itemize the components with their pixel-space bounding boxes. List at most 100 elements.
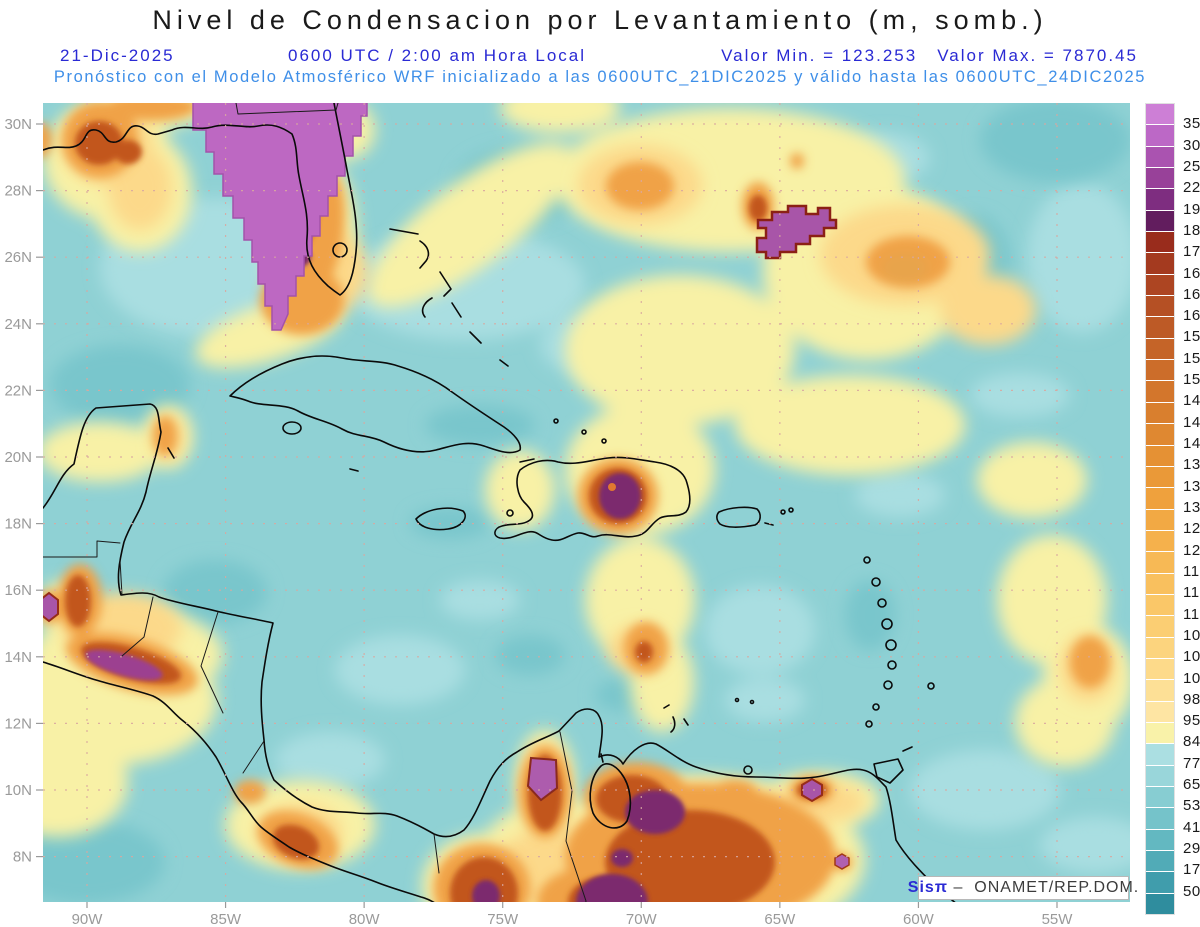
- tortuga: [519, 458, 535, 463]
- colorbar-level: 1125: [1183, 605, 1200, 623]
- lat-label: 24N: [4, 316, 32, 333]
- colorbar-level: 3000: [1183, 136, 1200, 154]
- colorbar-level: 170: [1183, 861, 1200, 879]
- lake-maracaibo: [589, 753, 632, 829]
- purple-hex-paria: [801, 777, 823, 803]
- coastlines: [43, 103, 956, 902]
- cayman: [349, 468, 359, 472]
- lon-label: 90W: [72, 911, 104, 927]
- model-info-line: Pronóstico con el Modelo Atmosférico WRF…: [53, 68, 1147, 86]
- colorbar-segment: [1146, 145, 1174, 168]
- colorbar-level: 1230: [1183, 541, 1200, 559]
- axis-labels: 90W 85W 80W 75W 70W 65W 60W 55W 30N 28N 26N 24N 22N 2…: [4, 116, 1073, 927]
- lesser-antilles: [863, 556, 935, 728]
- hispaniola: [494, 456, 691, 542]
- colorbar-segment: [1146, 209, 1174, 232]
- puerto-rico: [716, 506, 761, 528]
- watermark-text: – ONAMET/REP.DOM.: [948, 879, 1140, 896]
- lon-label: 75W: [487, 911, 519, 927]
- isle-of-youth: [282, 421, 302, 435]
- value-range: Valor Min. = 123.253 Valor Max. = 7870.4…: [721, 46, 1138, 66]
- hispaniola-inner-dot: [608, 483, 616, 491]
- colorbar-level: 950: [1183, 712, 1200, 730]
- lon-label: 55W: [1042, 911, 1074, 927]
- colorbar-level: 290: [1183, 840, 1200, 858]
- colorbar-level: 1055: [1183, 648, 1200, 666]
- colorbar-segment: [1146, 231, 1174, 253]
- cozumel: [167, 447, 175, 459]
- colorbar-segment: [1146, 551, 1174, 573]
- colorbar-segment: [1146, 764, 1174, 786]
- lon-label: 70W: [626, 911, 658, 927]
- colorbar-segment: [1146, 636, 1174, 658]
- colorbar-level: 530: [1183, 797, 1200, 815]
- page-title: Nivel de Condensacion por Levantamiento …: [152, 5, 1048, 35]
- colorbar-segment: [1146, 444, 1174, 466]
- country-borders: [43, 540, 587, 902]
- colorbar-level: 770: [1183, 754, 1200, 772]
- colorbar-segment: [1146, 167, 1174, 189]
- coast-pacific-central-america: [43, 661, 435, 902]
- colorbar-level: 1545: [1183, 349, 1200, 367]
- colorbar-segment: [1146, 337, 1174, 360]
- colorbar-level: 1580: [1183, 328, 1200, 346]
- cuba: [229, 355, 522, 454]
- lat-label: 30N: [4, 116, 32, 133]
- colorbar-level: 1195: [1183, 562, 1200, 580]
- colorbar-level: 1475: [1183, 392, 1200, 410]
- colorbar-level: 2200: [1183, 179, 1200, 197]
- colorbar-segment: [1146, 700, 1174, 722]
- lat-label: 22N: [4, 382, 32, 399]
- colorbar-level: 1650: [1183, 285, 1200, 303]
- colorbar: [1145, 103, 1175, 915]
- colorbar-level: 1800: [1183, 221, 1200, 239]
- colorbar-segment: [1146, 295, 1174, 317]
- colorbar-segment: [1146, 721, 1174, 744]
- colorbar-level: 50: [1183, 882, 1200, 900]
- watermark-brand: Sisπ: [907, 879, 949, 896]
- colorbar-segment: [1146, 104, 1174, 125]
- colorbar-level: 650: [1183, 776, 1200, 794]
- colorbar-segment: [1146, 657, 1174, 680]
- jamaica: [415, 507, 466, 531]
- lat-label: 18N: [4, 516, 32, 533]
- colorbar-segment: [1146, 508, 1174, 530]
- lat-label: 28N: [4, 183, 32, 200]
- colorbar-level: 410: [1183, 818, 1200, 836]
- abc-islands: [663, 704, 689, 733]
- colorbar-level: 1685: [1183, 264, 1200, 282]
- colorbar-segment: [1146, 892, 1174, 915]
- colorbar-segment: [1146, 529, 1174, 552]
- lat-label: 16N: [4, 582, 32, 599]
- colorbar-level: 1950: [1183, 200, 1200, 218]
- colorbar-segment: [1146, 743, 1174, 765]
- colorbar-segment: [1146, 572, 1174, 594]
- lon-label: 85W: [210, 911, 242, 927]
- colorbar-level: 1440: [1183, 413, 1200, 431]
- lon-label: 80W: [349, 911, 381, 927]
- lat-label: 10N: [4, 782, 32, 799]
- purple-hex-pacific: [43, 591, 59, 623]
- colorbar-segment: [1146, 871, 1174, 893]
- lat-label: 8N: [13, 849, 32, 866]
- lat-label: 20N: [4, 449, 32, 466]
- colorbar-level: 985: [1183, 690, 1200, 708]
- colorbar-level: 1160: [1183, 584, 1200, 602]
- value-max: Valor Max. = 7870.45: [937, 46, 1138, 65]
- lon-label: 65W: [764, 911, 796, 927]
- lat-label: 26N: [4, 249, 32, 266]
- purple-hex-trinidad-se: [834, 853, 850, 870]
- gonave: [506, 509, 514, 517]
- colorbar-segment: [1146, 828, 1174, 851]
- colorbar-segment: [1146, 316, 1174, 338]
- colorbar-level: 3500: [1183, 115, 1200, 133]
- colorbar-level: 1265: [1183, 520, 1200, 538]
- forecast-date: 21-Dic-2025: [60, 46, 175, 65]
- colorbar-level: 2500: [1183, 157, 1200, 175]
- colorbar-segment: [1146, 380, 1174, 402]
- colorbar-level: 1300: [1183, 499, 1200, 516]
- colorbar-level: 1090: [1183, 626, 1200, 644]
- colorbar-segment: [1146, 401, 1174, 424]
